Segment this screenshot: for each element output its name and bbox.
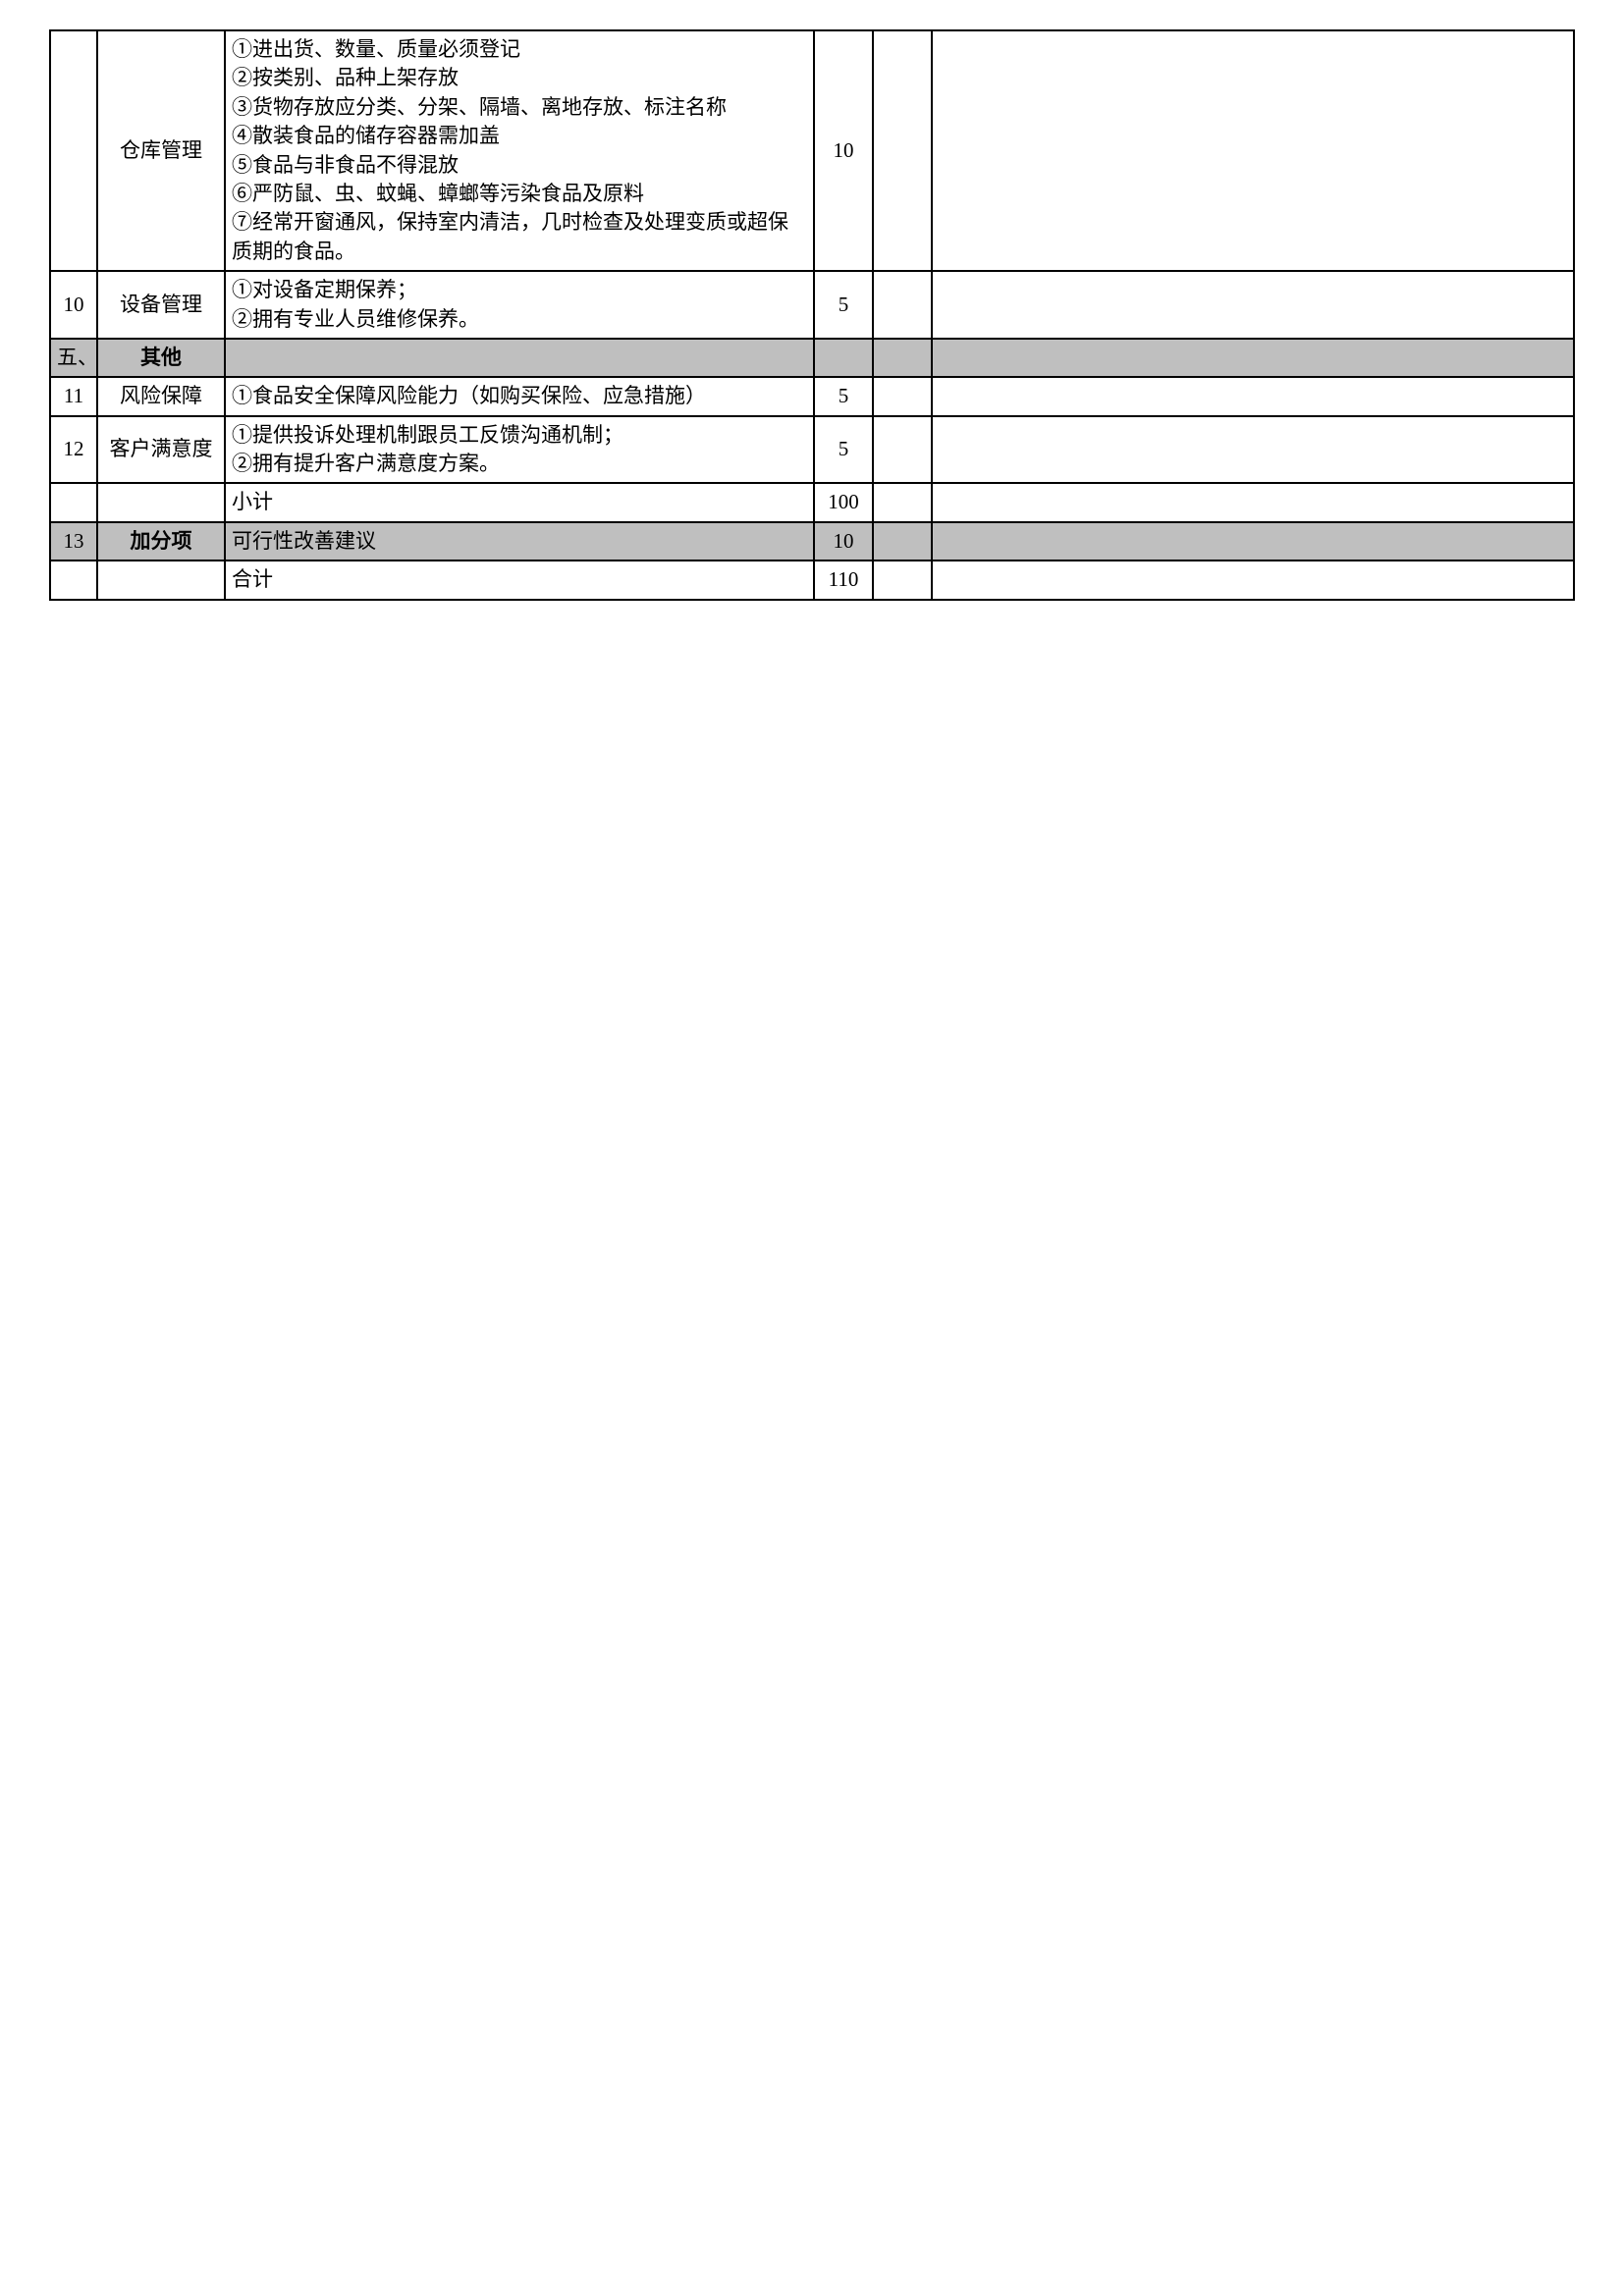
cell-num: 五、	[50, 339, 97, 377]
cell-name: 仓库管理	[97, 30, 225, 271]
cell-desc: 小计	[225, 483, 814, 521]
cell-score: 10	[814, 30, 873, 271]
cell-name: 设备管理	[97, 271, 225, 339]
table-row: 12 客户满意度 ①提供投诉处理机制跟员工反馈沟通机制； ②拥有提升客户满意度方…	[50, 416, 1574, 484]
cell-num: 13	[50, 522, 97, 561]
cell-desc: 合计	[225, 561, 814, 599]
cell-name	[97, 483, 225, 521]
cell-num: 10	[50, 271, 97, 339]
cell-score: 100	[814, 483, 873, 521]
cell-score: 5	[814, 377, 873, 415]
cell-desc: ①对设备定期保养； ②拥有专业人员维修保养。	[225, 271, 814, 339]
cell-extra2	[932, 483, 1574, 521]
cell-num: 12	[50, 416, 97, 484]
cell-extra1	[873, 561, 932, 599]
cell-desc	[225, 339, 814, 377]
table-row: 11 风险保障 ①食品安全保障风险能力（如购买保险、应急措施） 5	[50, 377, 1574, 415]
cell-extra2	[932, 271, 1574, 339]
cell-extra1	[873, 377, 932, 415]
section-row-other: 五、 其他	[50, 339, 1574, 377]
cell-extra1	[873, 339, 932, 377]
cell-num	[50, 483, 97, 521]
cell-extra1	[873, 483, 932, 521]
cell-extra2	[932, 522, 1574, 561]
cell-extra2	[932, 416, 1574, 484]
cell-num	[50, 30, 97, 271]
cell-score: 5	[814, 416, 873, 484]
cell-desc: ①食品安全保障风险能力（如购买保险、应急措施）	[225, 377, 814, 415]
cell-extra1	[873, 416, 932, 484]
cell-name: 客户满意度	[97, 416, 225, 484]
cell-extra1	[873, 522, 932, 561]
cell-score	[814, 339, 873, 377]
cell-extra2	[932, 339, 1574, 377]
cell-num	[50, 561, 97, 599]
table-row: 10 设备管理 ①对设备定期保养； ②拥有专业人员维修保养。 5	[50, 271, 1574, 339]
cell-desc: ①提供投诉处理机制跟员工反馈沟通机制； ②拥有提升客户满意度方案。	[225, 416, 814, 484]
cell-extra2	[932, 377, 1574, 415]
total-row: 合计 110	[50, 561, 1574, 599]
cell-score: 10	[814, 522, 873, 561]
evaluation-table: 仓库管理 ①进出货、数量、质量必须登记 ②按类别、品种上架存放 ③货物存放应分类…	[49, 29, 1575, 601]
cell-name: 风险保障	[97, 377, 225, 415]
cell-name: 其他	[97, 339, 225, 377]
cell-score: 110	[814, 561, 873, 599]
cell-extra1	[873, 30, 932, 271]
subtotal-row: 小计 100	[50, 483, 1574, 521]
cell-score: 5	[814, 271, 873, 339]
cell-extra2	[932, 30, 1574, 271]
cell-desc: 可行性改善建议	[225, 522, 814, 561]
cell-extra2	[932, 561, 1574, 599]
cell-desc: ①进出货、数量、质量必须登记 ②按类别、品种上架存放 ③货物存放应分类、分架、隔…	[225, 30, 814, 271]
table-row: 仓库管理 ①进出货、数量、质量必须登记 ②按类别、品种上架存放 ③货物存放应分类…	[50, 30, 1574, 271]
cell-extra1	[873, 271, 932, 339]
cell-name	[97, 561, 225, 599]
cell-name: 加分项	[97, 522, 225, 561]
bonus-row: 13 加分项 可行性改善建议 10	[50, 522, 1574, 561]
cell-num: 11	[50, 377, 97, 415]
